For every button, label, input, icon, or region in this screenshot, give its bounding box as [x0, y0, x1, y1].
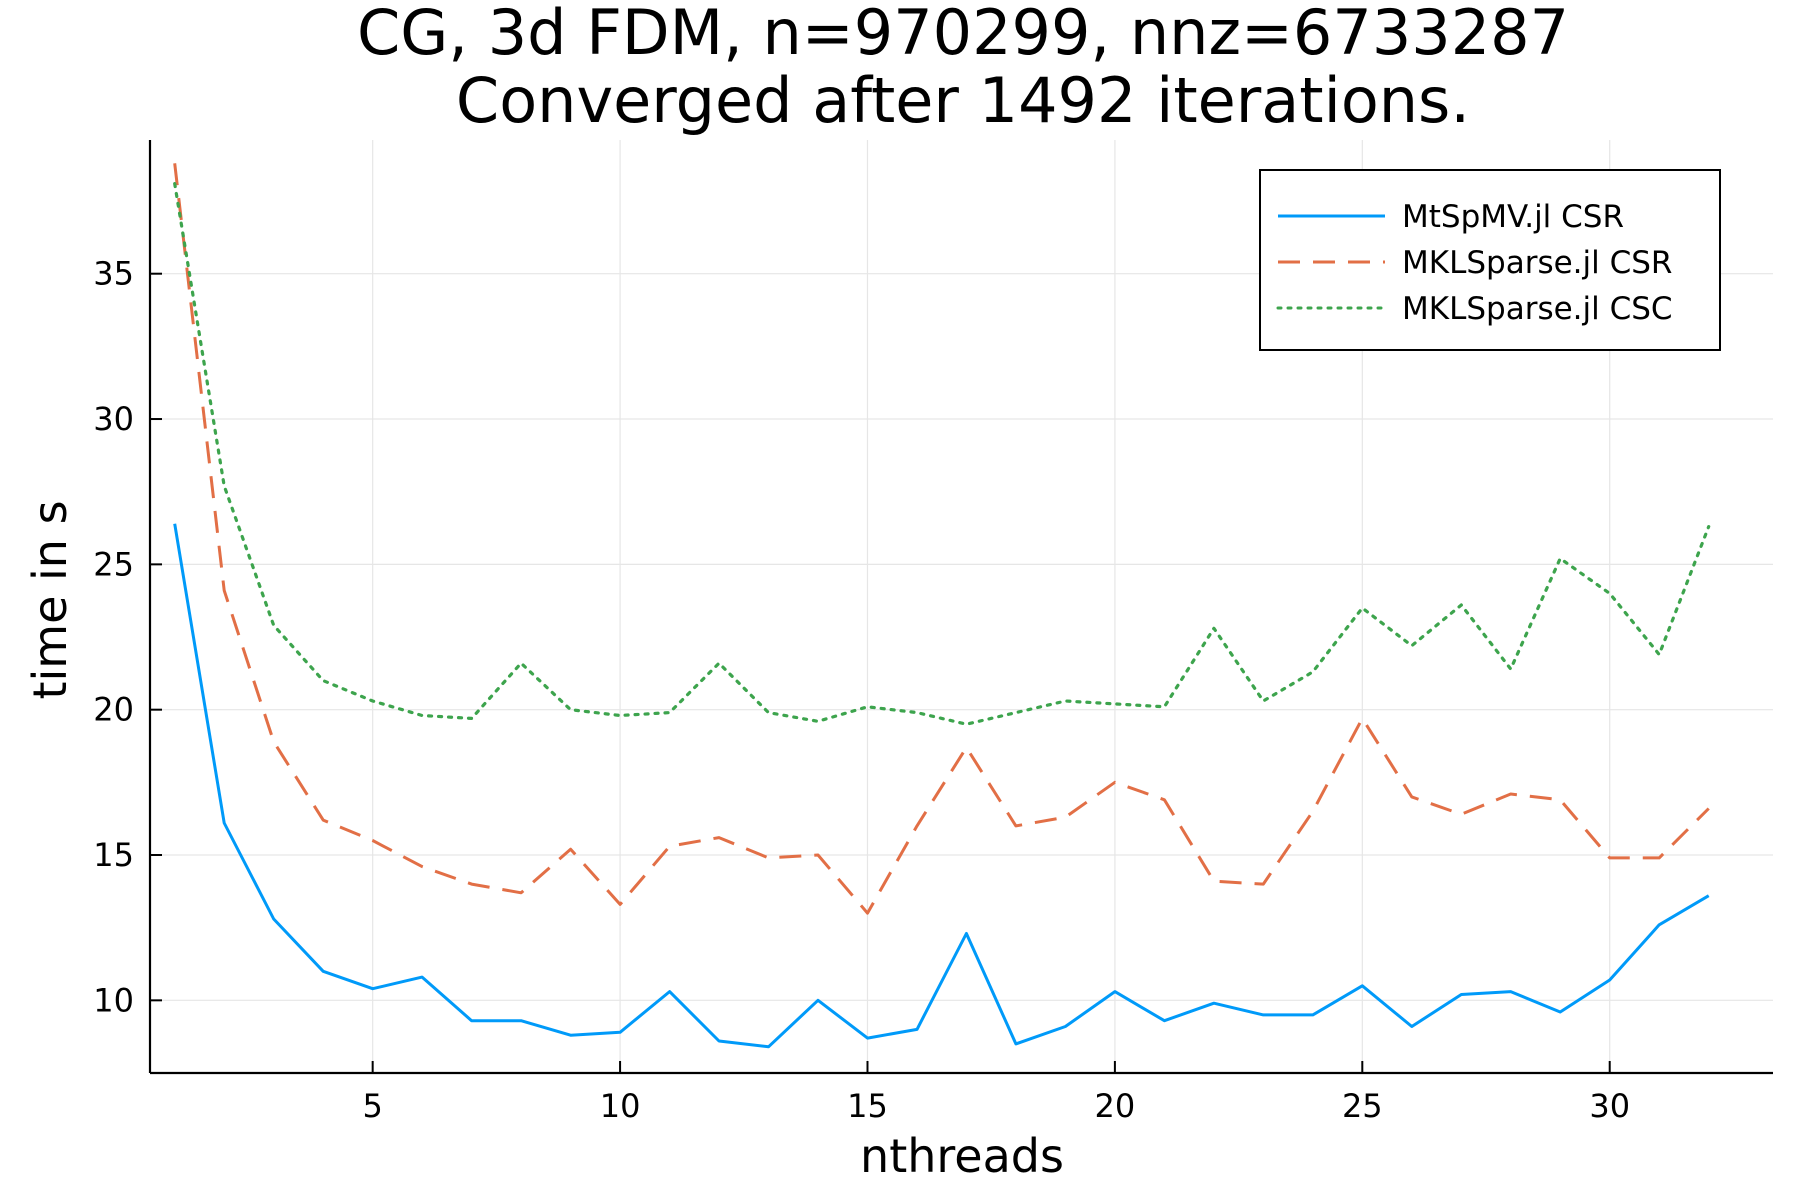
y-tick-label: 30 — [93, 400, 134, 438]
legend-label: MKLSparse.jl CSC — [1402, 291, 1673, 327]
x-ticks: 5 10 15 20 25 30 — [362, 1061, 1630, 1125]
chart-subtitle: Converged after 1492 iterations. — [456, 64, 1470, 137]
x-tick-label: 10 — [600, 1087, 641, 1125]
legend-label: MtSpMV.jl CSR — [1402, 199, 1624, 235]
x-tick-label: 30 — [1589, 1087, 1630, 1125]
series-line-2 — [173, 182, 1711, 726]
x-axis-label: nthreads — [860, 1129, 1064, 1183]
x-tick-label: 20 — [1095, 1087, 1136, 1125]
y-tick-label: 25 — [93, 545, 134, 583]
y-axis-label: time in s — [23, 500, 77, 699]
series-line-0 — [173, 523, 1710, 1049]
legend-box — [1259, 169, 1721, 351]
y-tick-label: 35 — [93, 255, 134, 293]
x-tick-label: 5 — [362, 1087, 382, 1125]
x-tick-label: 15 — [847, 1087, 888, 1125]
chart-title: CG, 3d FDM, n=970299, nnz=6733287 — [357, 0, 1569, 69]
legend-items: MtSpMV.jl CSR MKLSparse.jl CSR MKLSparse.j… — [1276, 199, 1673, 327]
legend-label: MKLSparse.jl CSR — [1402, 245, 1672, 281]
grid — [150, 140, 1773, 1073]
y-tick-label: 15 — [93, 836, 134, 874]
series-line-1 — [173, 163, 1710, 915]
y-ticks: 10 15 20 25 30 35 — [93, 255, 162, 1019]
y-tick-label: 20 — [93, 691, 134, 729]
y-tick-label: 10 — [93, 981, 134, 1019]
x-tick-label: 25 — [1342, 1087, 1383, 1125]
legend: MtSpMV.jl CSR MKLSparse.jl CSR MKLSparse.j… — [1259, 169, 1721, 351]
series-layer — [173, 163, 1711, 1049]
